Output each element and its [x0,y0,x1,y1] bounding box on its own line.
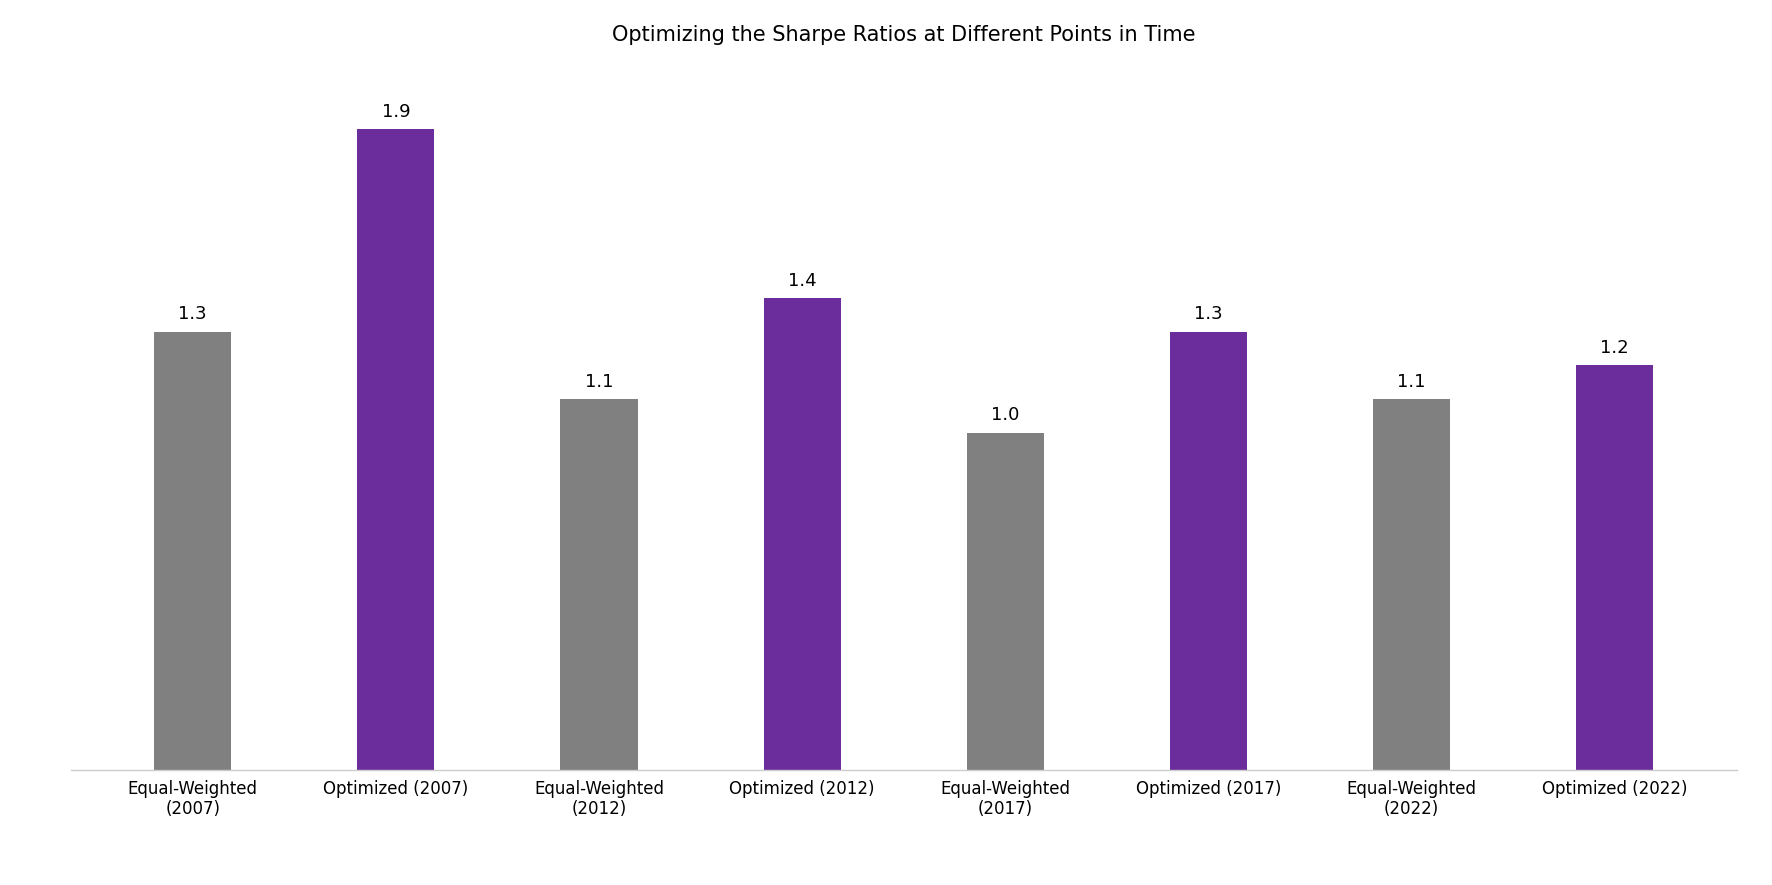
Bar [1170,332,1247,770]
Text: 1.0: 1.0 [991,406,1019,425]
Text: 1.3: 1.3 [179,305,207,323]
Text: 1.9: 1.9 [381,103,409,121]
Bar [764,298,840,770]
Bar [968,433,1044,770]
Text: 1.1: 1.1 [585,373,613,390]
Bar [358,129,434,770]
Title: Optimizing the Sharpe Ratios at Different Points in Time: Optimizing the Sharpe Ratios at Differen… [611,25,1196,45]
Text: 1.3: 1.3 [1194,305,1223,323]
Text: 1.2: 1.2 [1600,339,1628,357]
Bar [154,332,232,770]
Text: 1.1: 1.1 [1398,373,1426,390]
Text: 1.4: 1.4 [789,272,817,289]
Bar [560,399,638,770]
Bar [1575,366,1653,770]
Bar [1373,399,1449,770]
